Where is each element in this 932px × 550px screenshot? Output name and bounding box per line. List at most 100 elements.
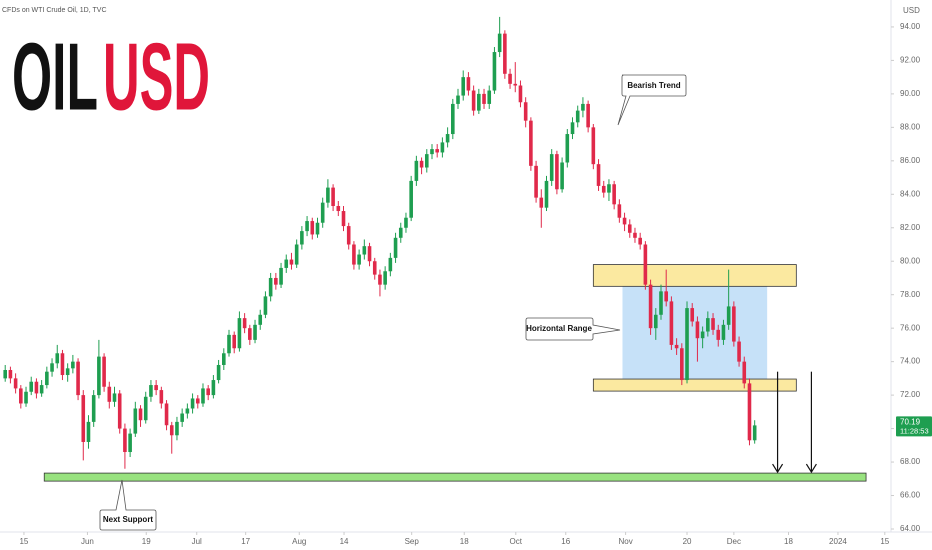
x-tick-label: Dec	[727, 537, 741, 546]
candle-body	[180, 413, 184, 422]
candle-body	[222, 353, 226, 365]
title-quote: USD	[103, 23, 210, 130]
candle-body	[653, 314, 658, 329]
candle-body	[549, 154, 554, 181]
candle-body	[190, 398, 195, 409]
candle-body	[570, 122, 575, 135]
candle-body	[372, 261, 377, 275]
candle-body	[13, 378, 18, 389]
arrow-head	[772, 463, 784, 474]
candle-body	[737, 341, 741, 362]
y-tick-label: 78.00	[900, 290, 921, 299]
candle-body	[523, 102, 528, 121]
candle-body	[732, 306, 736, 342]
candle-body	[487, 90, 492, 104]
candle-body	[294, 244, 299, 265]
candle-body	[424, 154, 429, 168]
candle-body	[747, 383, 752, 441]
candle-body	[565, 134, 570, 163]
y-tick-label: 82.00	[900, 223, 921, 232]
x-tick-label: 15	[19, 537, 28, 546]
y-tick-label: 90.00	[900, 89, 921, 98]
candle-body	[518, 85, 523, 103]
candle-body	[388, 257, 393, 272]
candle-body	[664, 291, 668, 302]
candle-body	[3, 370, 8, 379]
candle-body	[195, 398, 200, 404]
candle-body	[430, 149, 434, 155]
candle-body	[19, 388, 23, 404]
candle-body	[227, 334, 231, 354]
candle-body	[601, 185, 606, 193]
candle-body	[34, 381, 39, 394]
candle-body	[513, 83, 518, 86]
candle-body	[617, 204, 622, 218]
candle-body	[201, 388, 205, 404]
candle-body	[133, 408, 138, 434]
candle-body	[404, 217, 408, 228]
candle-body	[242, 318, 247, 329]
arrow-head	[805, 463, 817, 474]
candle-body	[159, 390, 164, 404]
candle-body	[508, 73, 512, 84]
candle-body	[138, 408, 143, 421]
candle-body	[716, 329, 721, 340]
candle-body	[175, 421, 179, 436]
candle-body	[503, 33, 507, 74]
callout-box	[99, 479, 157, 531]
candle-body	[529, 120, 533, 166]
candle-body	[544, 180, 549, 208]
zone	[592, 264, 797, 287]
candle-body	[700, 331, 705, 339]
candle-body	[706, 318, 710, 332]
zone	[592, 378, 797, 392]
candle-body	[669, 301, 674, 345]
candle-body	[622, 217, 627, 225]
candle-body	[185, 408, 190, 414]
x-tick-label: 2024	[829, 537, 847, 546]
x-tick-label: 16	[561, 537, 570, 546]
candle-body	[112, 393, 117, 402]
candle-body	[659, 291, 663, 315]
candle-body	[383, 271, 387, 285]
candle-body	[81, 395, 86, 442]
candle-body	[607, 184, 611, 193]
candle-body	[586, 103, 590, 128]
candle-body	[274, 277, 278, 285]
candle-body	[555, 154, 559, 190]
x-tick-label: 18	[460, 537, 469, 546]
candle-body	[279, 267, 283, 285]
y-tick-label: 72.00	[900, 390, 921, 399]
candle-body	[357, 254, 361, 265]
candle-body	[143, 396, 148, 421]
candle-body	[346, 226, 351, 245]
candle-body	[102, 356, 106, 387]
candle-body	[206, 388, 210, 396]
candle-body	[398, 227, 403, 238]
x-tick-label: 20	[683, 537, 692, 546]
x-tick-label: Jul	[192, 537, 202, 546]
y-tick-label: 68.00	[900, 457, 921, 466]
candle-body	[336, 206, 341, 212]
candle-body	[638, 237, 642, 245]
axes: 64.0066.0068.0070.0072.0074.0076.0078.00…	[19, 22, 932, 546]
x-tick-label: Jun	[81, 537, 94, 546]
candle-body	[612, 184, 616, 205]
candle-body	[149, 385, 153, 397]
candle-body	[482, 93, 486, 104]
candle-body	[91, 395, 96, 422]
y-tick-label: 66.00	[900, 491, 921, 500]
candle-body	[419, 160, 424, 168]
candle-body	[128, 433, 132, 453]
candle-body	[341, 211, 346, 227]
y-tick-label: 92.00	[900, 56, 921, 65]
candles	[3, 16, 817, 474]
candle-body	[248, 328, 252, 340]
candle-body	[169, 425, 174, 436]
candle-body	[263, 296, 268, 315]
callout-text: Bearish Trend	[627, 81, 680, 90]
candle-body	[211, 380, 216, 396]
candle-body	[674, 344, 679, 349]
candle-body	[253, 324, 257, 340]
